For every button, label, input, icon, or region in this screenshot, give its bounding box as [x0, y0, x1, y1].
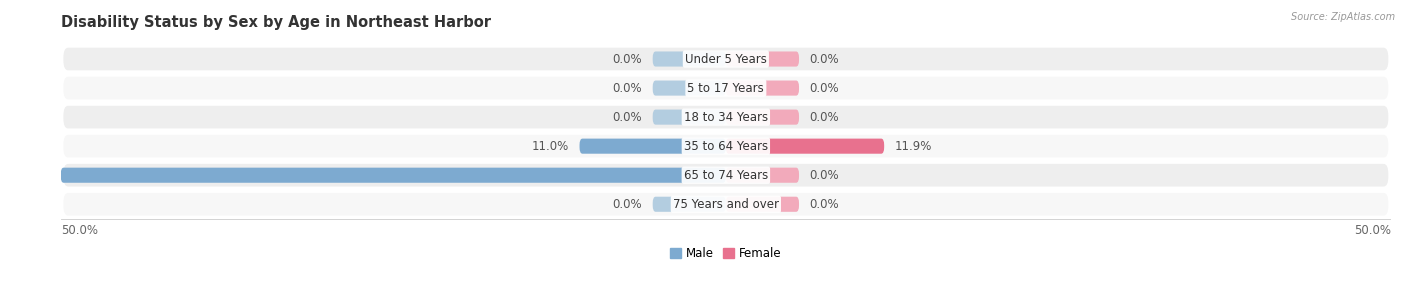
Text: 0.0%: 0.0%	[613, 81, 643, 95]
FancyBboxPatch shape	[63, 193, 1388, 216]
FancyBboxPatch shape	[63, 164, 1388, 187]
Text: 18 to 34 Years: 18 to 34 Years	[683, 111, 768, 124]
Text: 0.0%: 0.0%	[613, 198, 643, 211]
Text: 35 to 64 Years: 35 to 64 Years	[683, 140, 768, 153]
Text: Source: ZipAtlas.com: Source: ZipAtlas.com	[1291, 12, 1395, 22]
FancyBboxPatch shape	[63, 106, 1388, 129]
Text: 0.0%: 0.0%	[810, 111, 839, 124]
Text: 75 Years and over: 75 Years and over	[673, 198, 779, 211]
FancyBboxPatch shape	[725, 197, 799, 212]
Text: 50.0%: 50.0%	[13, 169, 51, 182]
Text: 65 to 74 Years: 65 to 74 Years	[683, 169, 768, 182]
Text: 0.0%: 0.0%	[810, 169, 839, 182]
Text: 11.0%: 11.0%	[531, 140, 569, 153]
Text: 50.0%: 50.0%	[60, 224, 98, 237]
FancyBboxPatch shape	[725, 109, 799, 125]
FancyBboxPatch shape	[652, 197, 725, 212]
Legend: Male, Female: Male, Female	[671, 247, 782, 261]
Text: 0.0%: 0.0%	[810, 81, 839, 95]
Text: Disability Status by Sex by Age in Northeast Harbor: Disability Status by Sex by Age in North…	[60, 15, 491, 30]
Text: 0.0%: 0.0%	[810, 198, 839, 211]
FancyBboxPatch shape	[60, 168, 725, 183]
Text: 50.0%: 50.0%	[1354, 224, 1391, 237]
Text: 11.9%: 11.9%	[894, 140, 932, 153]
FancyBboxPatch shape	[652, 51, 725, 67]
FancyBboxPatch shape	[63, 77, 1388, 99]
FancyBboxPatch shape	[579, 139, 725, 154]
FancyBboxPatch shape	[652, 109, 725, 125]
FancyBboxPatch shape	[63, 48, 1388, 70]
FancyBboxPatch shape	[652, 81, 725, 96]
FancyBboxPatch shape	[725, 51, 799, 67]
Text: 0.0%: 0.0%	[810, 53, 839, 66]
Text: 0.0%: 0.0%	[613, 53, 643, 66]
FancyBboxPatch shape	[725, 81, 799, 96]
FancyBboxPatch shape	[725, 139, 884, 154]
Text: 0.0%: 0.0%	[613, 111, 643, 124]
FancyBboxPatch shape	[63, 135, 1388, 157]
Text: Under 5 Years: Under 5 Years	[685, 53, 766, 66]
Text: 5 to 17 Years: 5 to 17 Years	[688, 81, 765, 95]
FancyBboxPatch shape	[725, 168, 799, 183]
